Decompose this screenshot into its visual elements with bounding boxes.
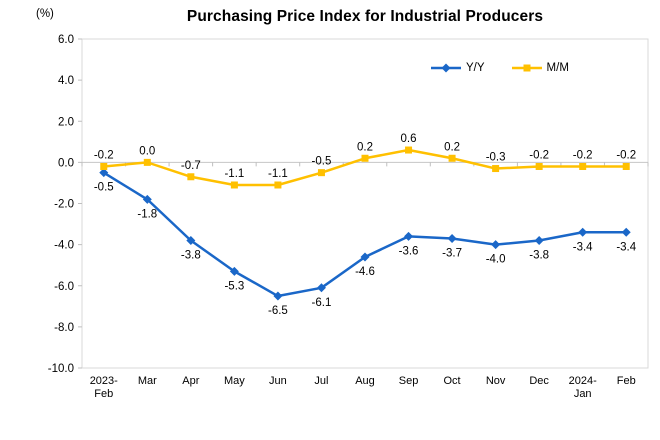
y-axis-tick-label: -2.0 xyxy=(54,199,74,211)
data-point-marker-diamond xyxy=(273,291,283,301)
data-label-yy: -3.7 xyxy=(442,247,462,259)
data-point-marker-square xyxy=(230,181,238,189)
data-label-mm: 0.0 xyxy=(139,145,155,157)
x-axis-category-label: 2024-Jan xyxy=(569,375,597,400)
data-label-yy: -3.6 xyxy=(399,245,419,257)
data-point-marker-diamond xyxy=(316,283,326,293)
data-point-marker-square xyxy=(579,162,587,170)
y-axis-tick-label: 6.0 xyxy=(58,34,74,46)
data-label-yy: -5.3 xyxy=(224,280,244,292)
x-axis-category-label: Nov xyxy=(486,375,506,387)
data-point-marker-diamond xyxy=(491,240,501,250)
x-axis-category-label: May xyxy=(224,375,245,387)
data-point-marker-diamond xyxy=(360,252,370,262)
data-label-mm: 0.6 xyxy=(401,133,417,145)
data-point-marker-diamond xyxy=(186,236,196,246)
legend-swatch-yy xyxy=(431,63,461,73)
data-point-marker-diamond xyxy=(99,168,109,178)
x-axis-category-label: Jul xyxy=(314,375,328,387)
data-label-mm: -0.5 xyxy=(312,156,332,168)
y-axis-tick-label: 2.0 xyxy=(58,116,74,128)
x-axis-category-label: 2023-Feb xyxy=(90,375,118,400)
data-label-yy: -3.8 xyxy=(529,250,549,262)
data-label-mm: -0.7 xyxy=(181,160,201,172)
data-label-yy: -3.4 xyxy=(573,241,593,253)
data-point-marker-diamond xyxy=(447,233,457,243)
data-label-mm: -1.1 xyxy=(268,168,288,180)
data-label-mm: -0.2 xyxy=(573,149,593,161)
data-label-yy: -1.8 xyxy=(137,208,157,220)
data-point-marker-diamond xyxy=(404,231,414,241)
data-label-mm: -0.2 xyxy=(94,149,114,161)
data-label-yy: -4.0 xyxy=(486,254,506,266)
x-axis-category-label: Mar xyxy=(138,375,157,387)
x-axis-category-label: Jun xyxy=(269,375,287,387)
data-label-mm: -1.1 xyxy=(224,168,244,180)
data-point-marker-square xyxy=(535,162,543,170)
data-label-yy: -3.4 xyxy=(616,241,636,253)
data-label-yy: -4.6 xyxy=(355,266,375,278)
x-axis-category-label: Sep xyxy=(399,375,419,387)
data-label-yy: -6.1 xyxy=(312,297,332,309)
data-point-marker-square xyxy=(622,162,630,170)
data-point-marker-square xyxy=(143,158,151,166)
data-label-yy: -6.5 xyxy=(268,305,288,317)
data-point-marker-square xyxy=(448,154,456,162)
data-point-marker-square xyxy=(187,173,195,181)
y-axis-tick-label: 4.0 xyxy=(58,75,74,87)
y-axis-tick-label: -6.0 xyxy=(54,281,74,293)
legend-label-yy: Y/Y xyxy=(466,62,485,74)
data-point-marker-square xyxy=(492,165,500,173)
data-label-yy: -0.5 xyxy=(94,182,114,194)
legend-swatch-mm xyxy=(511,64,542,72)
data-point-marker-square xyxy=(100,162,108,170)
plot-border xyxy=(81,38,649,369)
legend-item-mm: M/M xyxy=(511,62,569,74)
x-axis-category-label: Oct xyxy=(444,375,461,387)
legend-item-yy: Y/Y xyxy=(430,62,485,74)
x-axis-category-label: Apr xyxy=(182,375,199,387)
data-label-mm: 0.2 xyxy=(444,141,460,153)
data-point-marker-square xyxy=(361,154,369,162)
chart-title: Purchasing Price Index for Industrial Pr… xyxy=(186,8,544,25)
legend-label-mm: M/M xyxy=(546,62,569,74)
data-label-mm: -0.2 xyxy=(616,149,636,161)
y-axis-tick-label: -4.0 xyxy=(54,240,74,252)
y-axis-tick-label: -8.0 xyxy=(54,322,74,334)
x-axis-category-label: Aug xyxy=(355,375,375,387)
chart-legend: Y/Y M/M xyxy=(430,62,569,74)
data-point-marker-diamond xyxy=(229,266,239,276)
data-point-marker-diamond xyxy=(142,194,152,204)
data-label-mm: -0.2 xyxy=(529,149,549,161)
x-axis-category-label: Dec xyxy=(529,375,549,387)
data-point-marker-diamond xyxy=(578,227,588,237)
data-point-marker-square xyxy=(405,146,413,154)
x-axis-category-label: Feb xyxy=(617,375,636,387)
y-axis-tick-label: -10.0 xyxy=(48,363,74,375)
data-point-marker-diamond xyxy=(621,227,631,237)
data-label-mm: -0.3 xyxy=(486,152,506,164)
data-label-yy: -3.8 xyxy=(181,250,201,262)
data-point-marker-square xyxy=(274,181,282,189)
data-label-mm: 0.2 xyxy=(357,141,373,153)
y-axis-unit-label: (%) xyxy=(36,8,54,20)
data-point-marker-square xyxy=(317,169,325,177)
y-axis-tick-label: 0.0 xyxy=(58,157,74,169)
data-point-marker-diamond xyxy=(534,236,544,246)
